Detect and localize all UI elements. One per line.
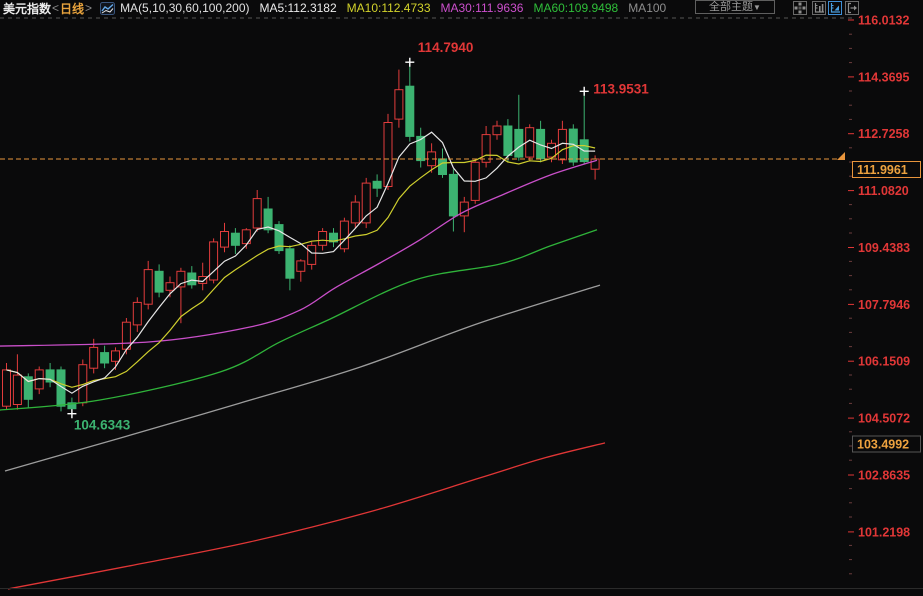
candle-body bbox=[45, 369, 55, 383]
candle-body bbox=[285, 248, 295, 279]
axis-label: 101.2198 bbox=[858, 525, 910, 539]
candle-body bbox=[154, 270, 164, 293]
axis-label: 102.8635 bbox=[858, 469, 910, 483]
candle-body bbox=[448, 173, 458, 217]
axis-label: 111.0820 bbox=[858, 184, 909, 198]
candle-body bbox=[514, 128, 524, 158]
extra-label: 103.4992 bbox=[857, 438, 909, 452]
ma-settings-label[interactable]: MA(5,10,30,60,100,200) bbox=[120, 1, 250, 15]
candle-body bbox=[143, 269, 153, 305]
scale-axis-icon[interactable] bbox=[812, 1, 826, 15]
ma-legend-ma100: MA100 bbox=[628, 1, 667, 15]
extreme-annotation: 104.6343 bbox=[74, 418, 131, 433]
ma60-line bbox=[0, 229, 598, 411]
candle-body bbox=[176, 270, 186, 288]
candle-body bbox=[165, 282, 175, 291]
exit-chart-icon[interactable] bbox=[845, 1, 859, 15]
axis-label: 112.7258 bbox=[858, 127, 909, 141]
candle-body bbox=[252, 198, 262, 229]
candle-body bbox=[209, 241, 219, 281]
candle-body bbox=[132, 301, 142, 326]
candle-body bbox=[329, 232, 338, 243]
candle-body bbox=[241, 229, 251, 245]
ma30-line bbox=[0, 159, 598, 347]
extreme-annotation: 113.9531 bbox=[593, 81, 649, 96]
axis-label: 114.3695 bbox=[858, 70, 909, 84]
candle-body bbox=[2, 369, 11, 407]
candle-body bbox=[263, 208, 273, 231]
theme-dropdown[interactable]: 全部主题▼ bbox=[695, 0, 775, 14]
axis-label: 104.5072 bbox=[858, 412, 910, 426]
ma-legend-ma10: MA10:112.4733 bbox=[346, 1, 431, 15]
extra-label-box bbox=[852, 435, 921, 453]
ma100-line bbox=[4, 284, 601, 472]
extreme-cross-icon bbox=[67, 409, 77, 419]
period-bracket-open: < bbox=[52, 1, 60, 15]
candle-body bbox=[187, 272, 197, 286]
period-bracket-close: > bbox=[85, 1, 93, 15]
axis-label: 106.1509 bbox=[858, 355, 910, 369]
candle-body bbox=[405, 85, 415, 137]
candle-body bbox=[230, 232, 240, 246]
candle-body bbox=[350, 201, 360, 224]
period-label[interactable]: 日线 bbox=[60, 1, 85, 16]
ma-legend: MA5:112.3182 MA10:112.4733 MA30:111.9636 MA… bbox=[249, 1, 666, 15]
ma-legend-ma5: MA5:112.3182 bbox=[259, 1, 337, 15]
price-arrow-icon bbox=[837, 152, 845, 160]
ma-legend-ma30: MA30:111.9636 bbox=[440, 1, 524, 15]
candle-body bbox=[372, 180, 382, 189]
extreme-cross-icon bbox=[405, 57, 415, 67]
candle-body bbox=[492, 125, 502, 136]
axis-label: 109.4383 bbox=[858, 241, 910, 255]
candle-body bbox=[307, 244, 317, 265]
candle-body bbox=[503, 125, 513, 156]
candle-body bbox=[100, 352, 110, 364]
candle-body bbox=[12, 374, 22, 406]
candle-body bbox=[56, 369, 66, 407]
candle-body bbox=[438, 158, 447, 175]
candle-body bbox=[383, 122, 393, 187]
candle-body bbox=[23, 376, 33, 400]
candle-body bbox=[121, 321, 131, 350]
candle-body bbox=[220, 231, 229, 248]
candle-body bbox=[459, 201, 469, 217]
price-label-box bbox=[852, 161, 921, 178]
ma5-line bbox=[6, 131, 596, 394]
candle-body bbox=[67, 402, 77, 410]
extreme-cross-icon bbox=[579, 86, 589, 96]
crosshair-grid-icon[interactable] bbox=[793, 1, 807, 15]
extreme-annotation: 114.7940 bbox=[418, 40, 474, 55]
axis-label: 107.7946 bbox=[858, 298, 910, 312]
axis-label: 116.0132 bbox=[858, 14, 909, 28]
candle-body bbox=[89, 346, 99, 369]
candle-body bbox=[481, 134, 491, 163]
candle-body bbox=[361, 182, 371, 224]
scale-axis-blue-icon[interactable] bbox=[828, 1, 842, 15]
candle-body bbox=[394, 89, 404, 120]
chevron-down-icon: ▼ bbox=[753, 3, 761, 12]
toolbar: 美元指数 < 日线 > MA(5,10,30,60,100,200) MA5:112.… bbox=[0, 0, 923, 16]
theme-dropdown-label: 全部主题 bbox=[709, 1, 754, 13]
ma200-line bbox=[7, 442, 606, 590]
line-chart-icon[interactable] bbox=[100, 1, 116, 15]
candle-body bbox=[547, 142, 556, 158]
candle-body bbox=[274, 224, 284, 252]
candle-body bbox=[318, 231, 328, 246]
candle-body bbox=[111, 350, 120, 362]
price-label: 111.9961 bbox=[857, 163, 908, 177]
symbol-title: 美元指数 bbox=[3, 1, 52, 16]
candle-body bbox=[198, 276, 208, 284]
ma-legend-ma60: MA60:109.9498 bbox=[533, 1, 619, 15]
candle-body bbox=[416, 135, 426, 162]
candle-body bbox=[296, 260, 306, 272]
candle-body bbox=[339, 220, 349, 250]
